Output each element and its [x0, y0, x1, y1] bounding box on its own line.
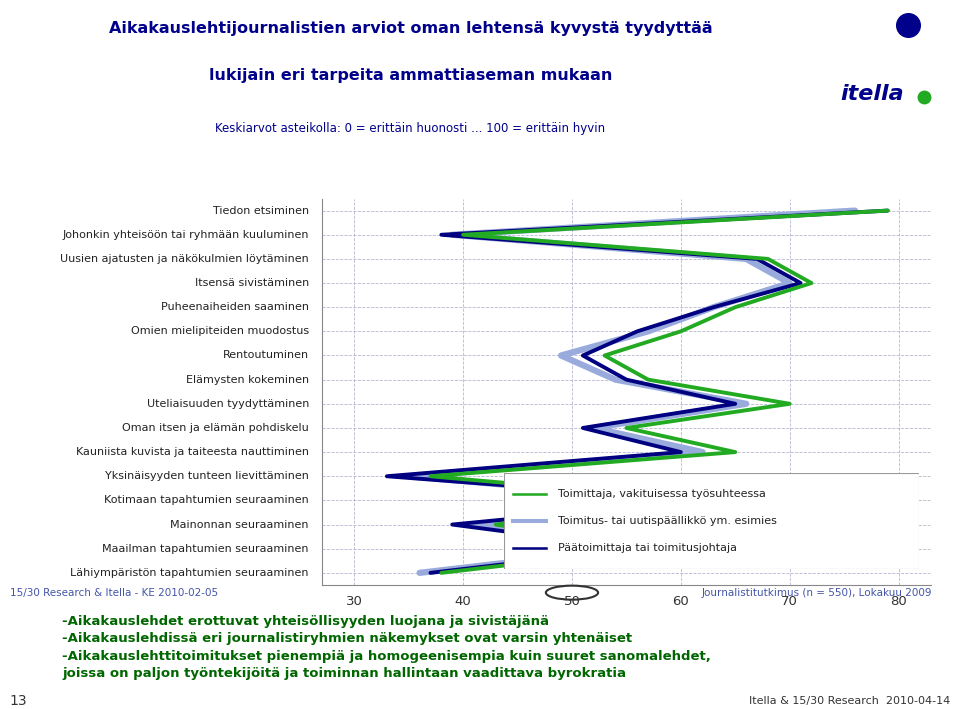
- Text: Kauniista kuvista ja taiteesta nauttiminen: Kauniista kuvista ja taiteesta nauttimin…: [76, 447, 309, 457]
- Text: Yksinäisyyden tunteen lievittäminen: Yksinäisyyden tunteen lievittäminen: [105, 471, 309, 481]
- Text: -Aikakauslehdet erottuvat yhteisöllisyyden luojana ja sivistäjänä
-Aikakauslehdi: -Aikakauslehdet erottuvat yhteisöllisyyd…: [62, 615, 711, 680]
- Text: Aikakauslehtijournalistien arviot oman lehtensä kyvystä tyydyttää: Aikakauslehtijournalistien arviot oman l…: [108, 21, 712, 36]
- Text: 15/30 Research & Itella - KE 2010-02-05: 15/30 Research & Itella - KE 2010-02-05: [10, 588, 218, 598]
- Text: Keskiarvot asteikolla: 0 = erittäin huonosti ... 100 = erittäin hyvin: Keskiarvot asteikolla: 0 = erittäin huon…: [215, 122, 606, 135]
- Text: Tiedon etsiminen: Tiedon etsiminen: [213, 206, 309, 216]
- Text: lukijain eri tarpeita ammattiaseman mukaan: lukijain eri tarpeita ammattiaseman muka…: [208, 68, 612, 83]
- Text: Uteliaisuuden tyydyttäminen: Uteliaisuuden tyydyttäminen: [147, 398, 309, 409]
- Text: Puheenaiheiden saaminen: Puheenaiheiden saaminen: [161, 302, 309, 312]
- Text: Journalistitutkimus (n = 550), Lokakuu 2009: Journalistitutkimus (n = 550), Lokakuu 2…: [701, 588, 931, 598]
- Text: Itsensä sivistäminen: Itsensä sivistäminen: [195, 278, 309, 288]
- Text: Maailman tapahtumien seuraaminen: Maailman tapahtumien seuraaminen: [103, 544, 309, 554]
- Text: Itella & 15/30 Research  2010-04-14: Itella & 15/30 Research 2010-04-14: [749, 696, 950, 705]
- Text: Rentoutuminen: Rentoutuminen: [223, 350, 309, 360]
- Text: Johonkin yhteisöön tai ryhmään kuuluminen: Johonkin yhteisöön tai ryhmään kuulumine…: [62, 230, 309, 240]
- Text: Uusien ajatusten ja näkökulmien löytäminen: Uusien ajatusten ja näkökulmien löytämin…: [60, 254, 309, 264]
- Text: itella: itella: [840, 84, 903, 104]
- FancyBboxPatch shape: [505, 473, 919, 569]
- Text: Kotimaan tapahtumien seuraaminen: Kotimaan tapahtumien seuraaminen: [105, 496, 309, 506]
- Text: Toimittaja, vakituisessa työsuhteessa: Toimittaja, vakituisessa työsuhteessa: [559, 489, 766, 499]
- Text: Toimitus- tai uutispäällikkö ym. esimies: Toimitus- tai uutispäällikkö ym. esimies: [559, 516, 778, 526]
- Text: Oman itsen ja elämän pohdiskelu: Oman itsen ja elämän pohdiskelu: [122, 423, 309, 433]
- Text: Elämysten kokeminen: Elämysten kokeminen: [186, 374, 309, 385]
- Text: Omien mielipiteiden muodostus: Omien mielipiteiden muodostus: [131, 326, 309, 336]
- Text: Mainonnan seuraaminen: Mainonnan seuraaminen: [171, 520, 309, 530]
- Text: Lähiympäristön tapahtumien seuraaminen: Lähiympäristön tapahtumien seuraaminen: [70, 568, 309, 578]
- Text: Päätoimittaja tai toimitusjohtaja: Päätoimittaja tai toimitusjohtaja: [559, 543, 737, 553]
- Text: 13: 13: [10, 693, 27, 708]
